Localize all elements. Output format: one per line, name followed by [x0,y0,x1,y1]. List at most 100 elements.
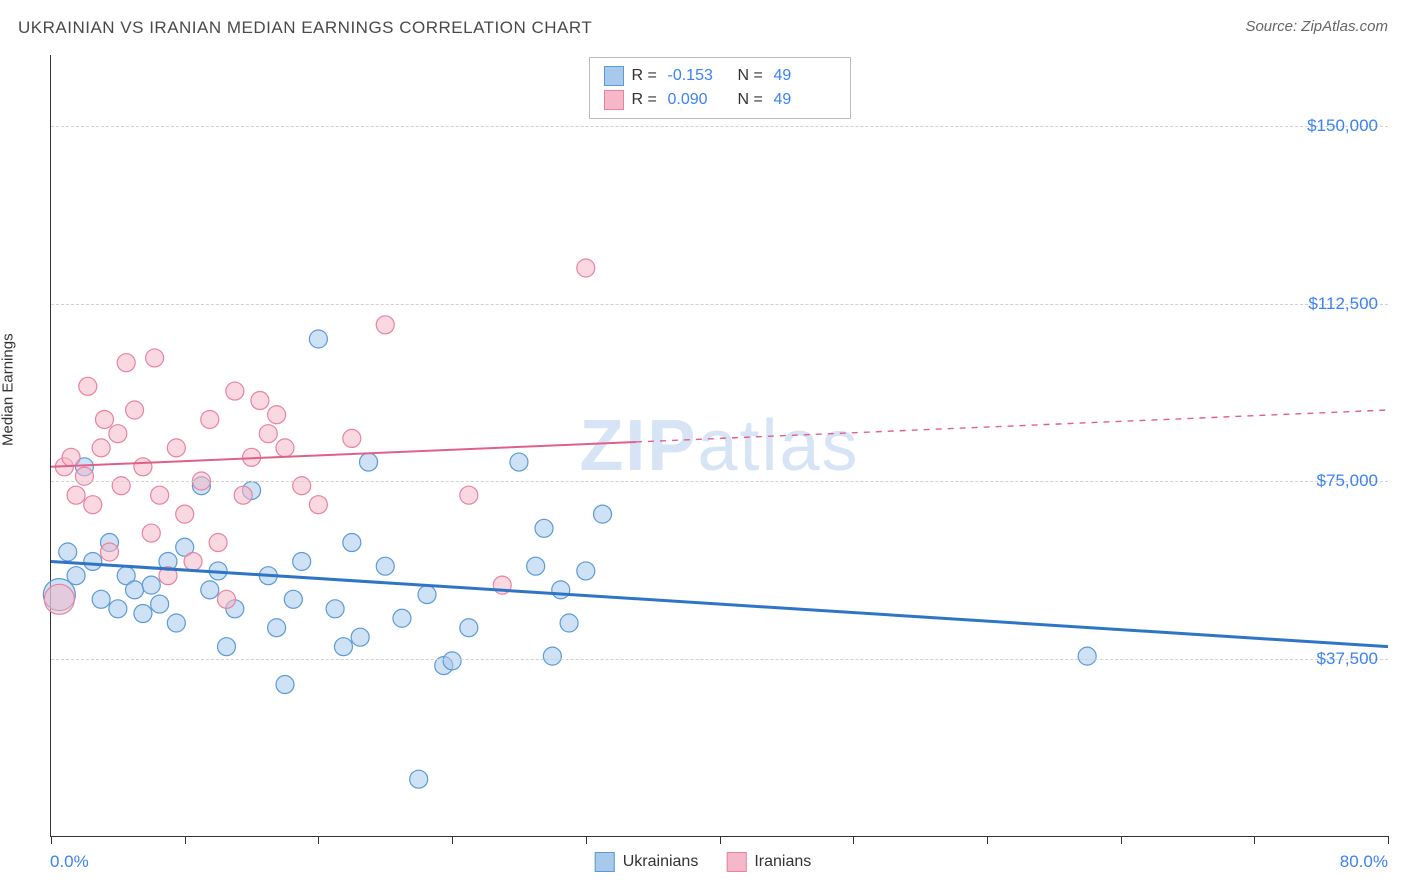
scatter-point [151,595,169,613]
scatter-point [184,552,202,570]
scatter-point [217,638,235,656]
scatter-point [79,377,97,395]
scatter-point [343,534,361,552]
scatter-point [109,425,127,443]
scatter-point [126,401,144,419]
scatter-point [309,330,327,348]
scatter-point [309,496,327,514]
x-tick [318,836,319,844]
scatter-point [44,584,74,614]
scatter-point [226,382,244,400]
scatter-point [62,448,80,466]
y-tick-label: $75,000 [1317,471,1378,491]
scatter-point [167,614,185,632]
legend-label: Ukrainians [623,853,699,871]
legend-item-ukrainians: Ukrainians [595,852,699,872]
scatter-point [334,638,352,656]
scatter-point [67,567,85,585]
scatter-point [92,439,110,457]
scatter-point [293,477,311,495]
scatter-point [201,581,219,599]
x-tick [853,836,854,844]
gridline [51,659,1388,660]
x-tick [51,836,52,844]
x-tick [1388,836,1389,844]
scatter-point [167,439,185,457]
scatter-point [59,543,77,561]
gridline [51,304,1388,305]
x-tick [452,836,453,844]
scatter-point [134,458,152,476]
x-tick [1254,836,1255,844]
x-axis-max-label: 80.0% [1340,852,1388,872]
scatter-point [92,590,110,608]
y-tick-label: $112,500 [1308,294,1378,314]
trend-line [51,561,1388,646]
scatter-point [84,496,102,514]
scatter-point [552,581,570,599]
scatter-point [134,605,152,623]
gridline [51,126,1388,127]
legend-series: Ukrainians Iranians [595,852,812,872]
scatter-point [176,505,194,523]
scatter-point [117,354,135,372]
legend-item-iranians: Iranians [726,852,811,872]
scatter-point [460,619,478,637]
scatter-point [126,581,144,599]
x-tick [185,836,186,844]
legend-label: Iranians [754,853,811,871]
scatter-point [234,486,252,504]
scatter-point [142,576,160,594]
scatter-point [268,406,286,424]
scatter-point [112,477,130,495]
source-label: Source: ZipAtlas.com [1245,18,1388,35]
scatter-point [100,543,118,561]
scatter-point [1078,647,1096,665]
scatter-point [418,586,436,604]
trend-line-dashed [636,410,1388,442]
scatter-point [268,619,286,637]
scatter-point [535,519,553,537]
scatter-point [460,486,478,504]
scatter-point [276,439,294,457]
trend-line [51,442,636,467]
swatch-iranians-icon [726,852,746,872]
scatter-point [443,652,461,670]
scatter-svg [51,55,1388,836]
chart-title: UKRAINIAN VS IRANIAN MEDIAN EARNINGS COR… [18,18,592,38]
scatter-point [217,590,235,608]
scatter-point [376,316,394,334]
scatter-point [560,614,578,632]
scatter-point [326,600,344,618]
scatter-point [146,349,164,367]
x-axis-min-label: 0.0% [50,852,89,872]
scatter-point [510,453,528,471]
x-tick [720,836,721,844]
scatter-point [259,425,277,443]
scatter-point [343,429,361,447]
scatter-point [293,552,311,570]
x-tick [987,836,988,844]
scatter-point [360,453,378,471]
scatter-point [527,557,545,575]
y-tick-label: $150,000 [1307,116,1378,136]
scatter-point [393,609,411,627]
scatter-point [201,410,219,428]
x-tick [586,836,587,844]
chart-container: UKRAINIAN VS IRANIAN MEDIAN EARNINGS COR… [0,0,1406,892]
scatter-point [209,534,227,552]
scatter-point [67,486,85,504]
scatter-point [577,562,595,580]
scatter-point [577,259,595,277]
gridline [51,481,1388,482]
scatter-point [109,600,127,618]
scatter-point [351,628,369,646]
scatter-point [75,467,93,485]
scatter-point [376,557,394,575]
scatter-point [151,486,169,504]
scatter-point [251,392,269,410]
scatter-point [594,505,612,523]
scatter-point [284,590,302,608]
scatter-point [84,552,102,570]
plot-area: ZIPatlas R = -0.153 N = 49 R = 0.090 N =… [50,55,1388,837]
